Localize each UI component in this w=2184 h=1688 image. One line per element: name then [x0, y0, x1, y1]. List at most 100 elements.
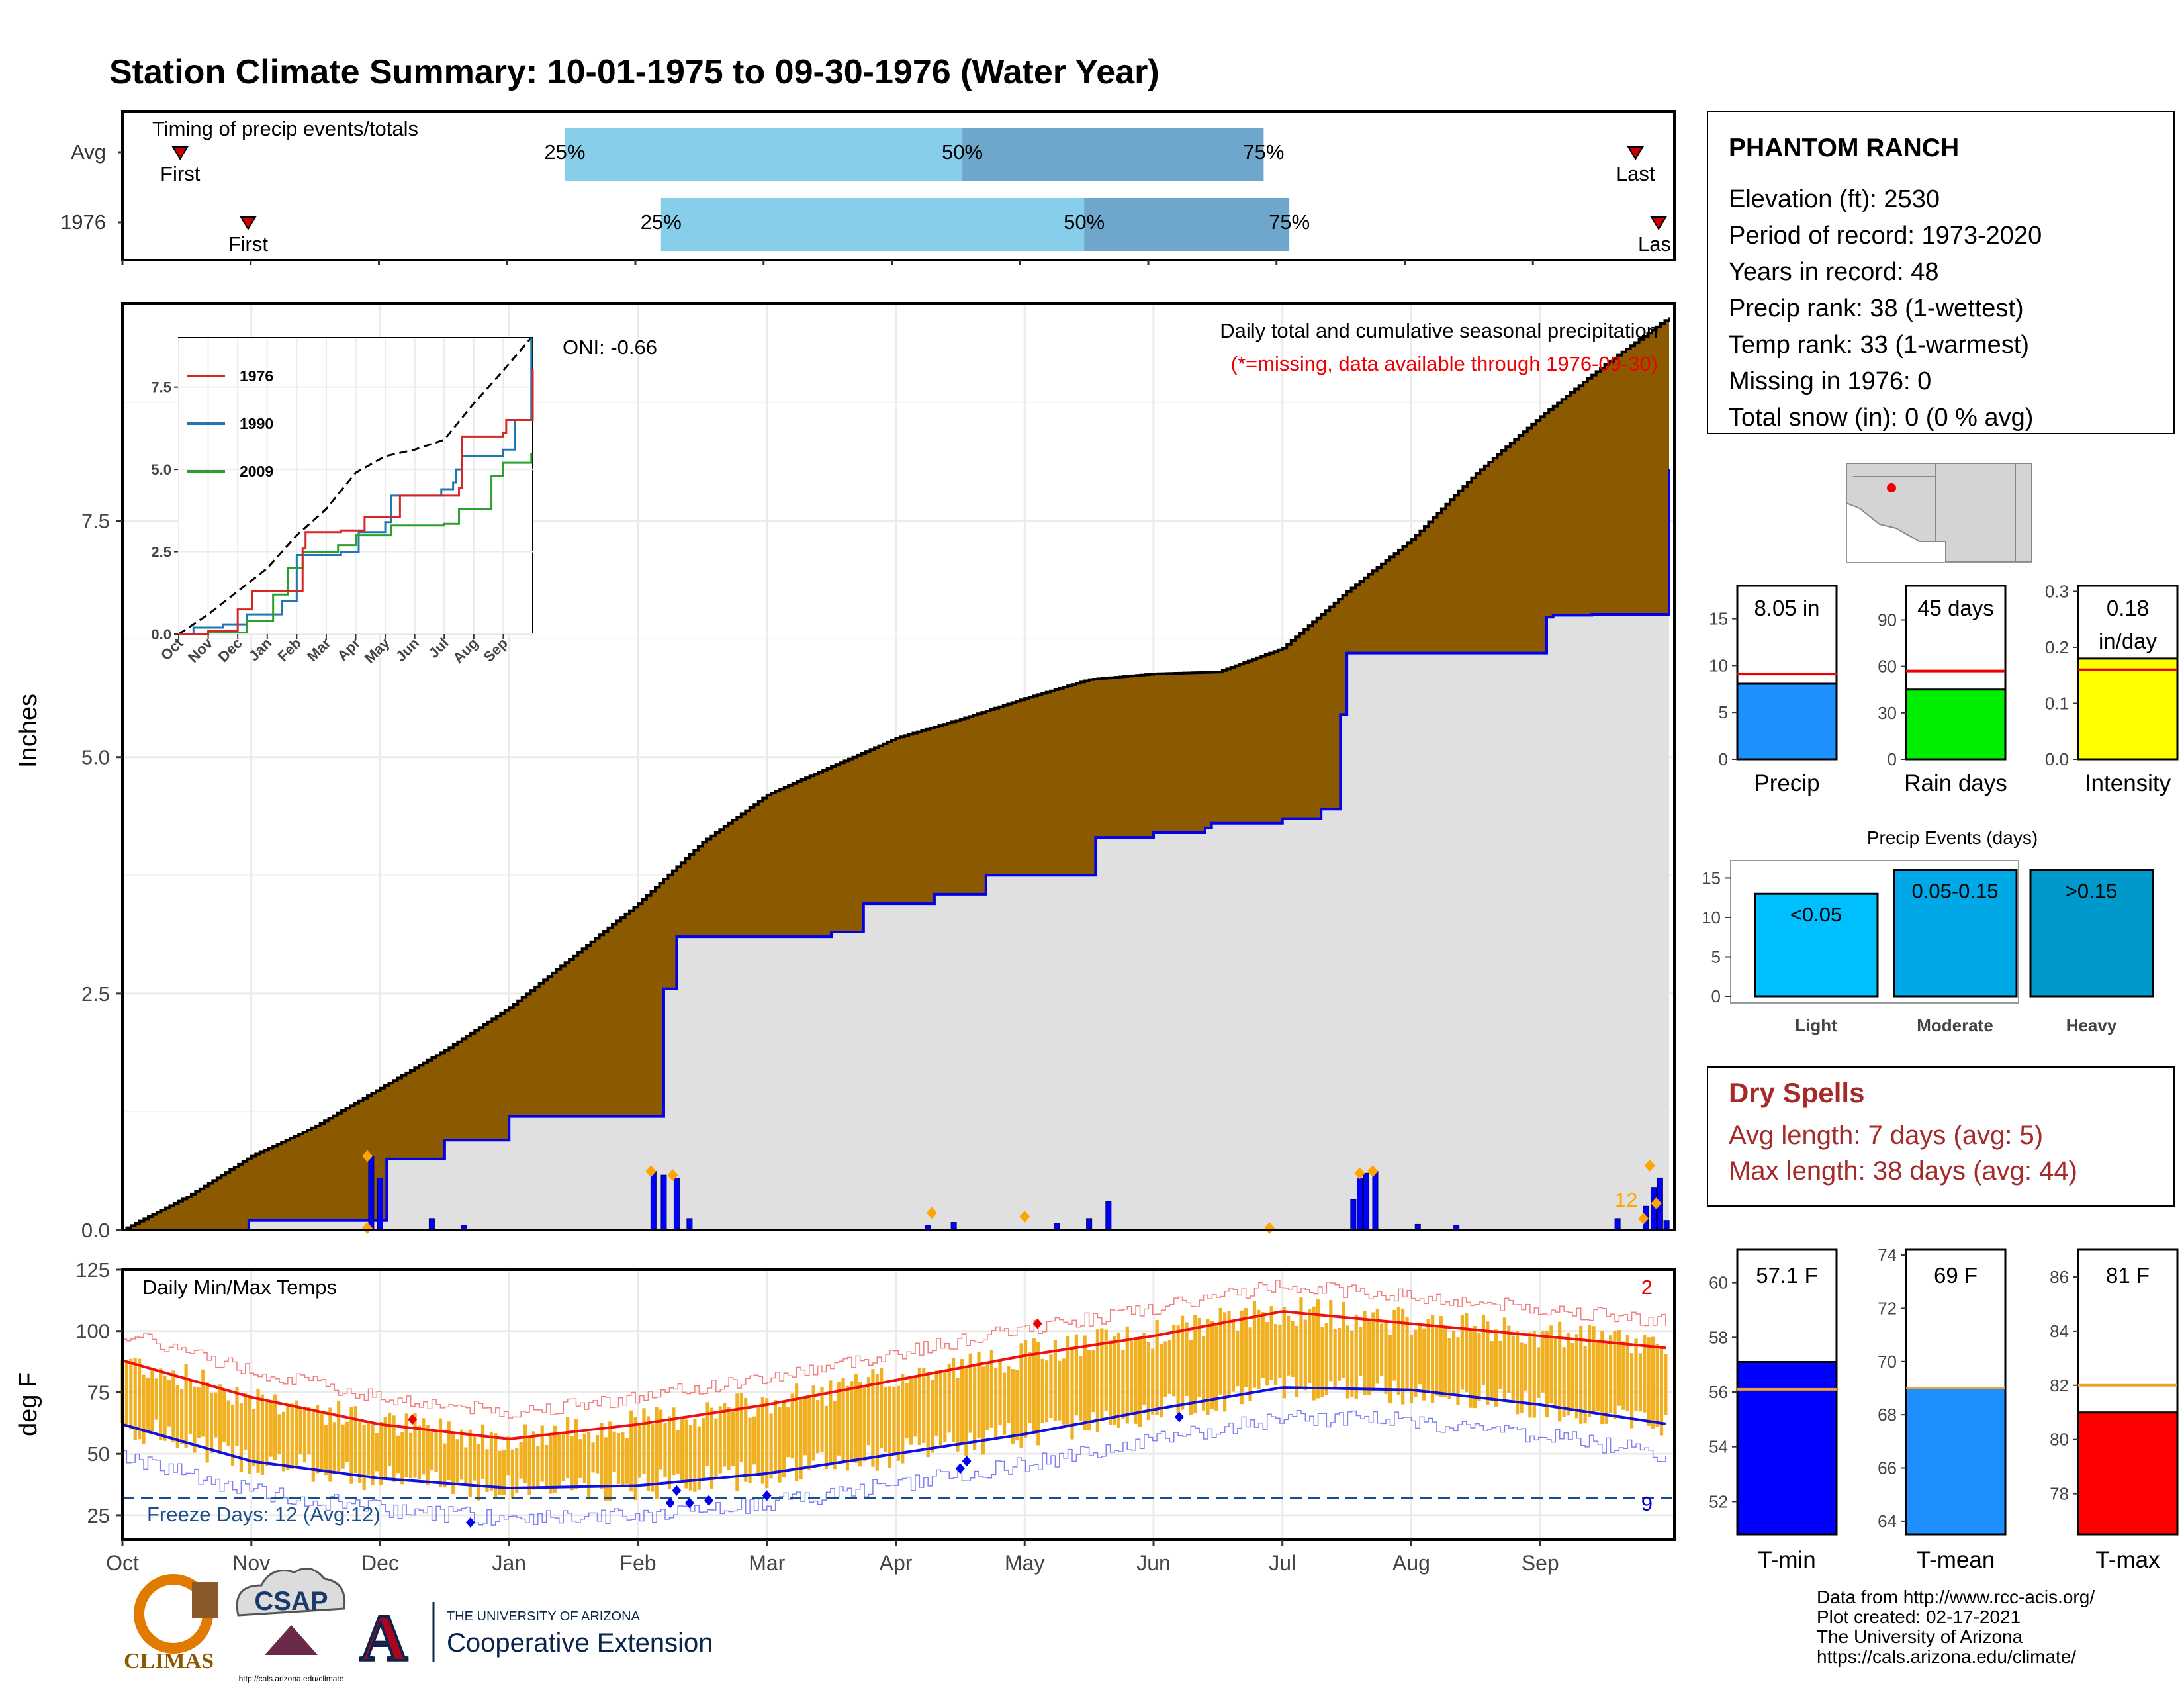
daily-temp-bar-159 — [794, 1383, 799, 1481]
temp-ytick-label-2: 75 — [87, 1381, 110, 1404]
daily-temp-bar-323 — [1490, 1341, 1494, 1401]
daily-temp-bar-74 — [434, 1430, 438, 1472]
month-label-4: Feb — [619, 1551, 656, 1575]
daily-temp-bar-37 — [277, 1414, 281, 1454]
daily-temp-bar-166 — [824, 1405, 829, 1470]
daily-temp-bar-48 — [324, 1425, 328, 1476]
daily-temp-bar-35 — [269, 1401, 273, 1457]
daily-temp-bar-42 — [298, 1407, 302, 1454]
record-low-marker-6 — [962, 1456, 972, 1467]
mini-bar-2 — [2077, 657, 2179, 761]
events-bar-2 — [2029, 869, 2154, 998]
daily-temp-bar-176 — [866, 1377, 871, 1446]
station-line-4: Temp rank: 33 (1-warmest) — [1729, 331, 2029, 359]
daily-temp-bar-279 — [1303, 1319, 1307, 1391]
daily-temp-bar-73 — [430, 1432, 434, 1470]
temp-ytick-label-4: 125 — [75, 1258, 110, 1282]
daily-temp-bar-286 — [1333, 1329, 1337, 1389]
daily-temp-bar-335 — [1541, 1331, 1545, 1393]
daily-temp-bar-147 — [744, 1397, 748, 1482]
daily-temp-bar-54 — [349, 1407, 353, 1484]
mini-tick-label-1-3: 90 — [1878, 610, 1897, 630]
daily-temp-bar-315 — [1456, 1337, 1460, 1405]
daily-temp-bar-153 — [769, 1413, 773, 1479]
daily-temp-bar-233 — [1109, 1340, 1113, 1425]
daily-temp-bar-61 — [379, 1421, 383, 1485]
timing-title: Timing of precip events/totals — [152, 117, 418, 140]
events-tick-label-3: 15 — [1702, 868, 1721, 888]
daily-temp-bar-278 — [1299, 1297, 1303, 1387]
daily-temp-bar-193 — [938, 1372, 943, 1446]
daily-temp-bar-4 — [138, 1358, 142, 1440]
temp-y-axis: 25 50 75 100 125 — [75, 1258, 122, 1527]
tbar-tick-label-2-2: 82 — [2050, 1376, 2069, 1395]
daily-temp-bar-1 — [124, 1362, 129, 1426]
daily-temp-bar-229 — [1091, 1350, 1095, 1413]
precip-marker-diamond-10 — [1651, 1197, 1662, 1209]
daily-temp-bar-6 — [146, 1377, 150, 1434]
daily-temp-bar-145 — [735, 1393, 739, 1491]
daily-temp-bar-274 — [1282, 1307, 1286, 1399]
daily-temp-bar-257 — [1210, 1321, 1214, 1409]
daily-temp-bar-123 — [642, 1408, 646, 1474]
daily-temp-bar-186 — [909, 1376, 913, 1445]
daily-temp-bar-137 — [702, 1418, 705, 1479]
daily-temp-bar-43 — [302, 1407, 307, 1463]
timing-q75-1: 75% — [1269, 211, 1310, 234]
daily-temp-bar-364 — [1664, 1354, 1668, 1415]
daily-temp-bar-148 — [748, 1417, 752, 1484]
record-high-marker-0 — [408, 1414, 418, 1425]
daily-temp-bar-151 — [760, 1397, 764, 1484]
events-category-0: Light — [1795, 1015, 1837, 1035]
daily-temp-bar-189 — [922, 1368, 926, 1443]
daily-temp-bar-358 — [1638, 1353, 1643, 1412]
daily-temp-bar-113 — [600, 1423, 604, 1490]
daily-temp-bar-269 — [1261, 1312, 1265, 1378]
daily-temp-bar-249 — [1176, 1325, 1180, 1414]
daily-temp-bar-11 — [167, 1380, 171, 1427]
daily-temp-bar-179 — [880, 1368, 884, 1449]
climas-logo: CLIMAS — [124, 1574, 218, 1673]
daily-temp-bar-76 — [443, 1443, 447, 1488]
inset-ytick-label-3: 7.5 — [151, 379, 171, 396]
daily-temp-bar-3 — [133, 1358, 137, 1441]
daily-temp-bar-124 — [646, 1416, 650, 1491]
daily-temp-bar-326 — [1502, 1317, 1507, 1403]
mini-tick-label-0-0: 0 — [1719, 749, 1728, 769]
credit-line-1: Plot created: 02-17-2021 — [1817, 1607, 2021, 1627]
daily-temp-bar-75 — [438, 1418, 443, 1488]
daily-temp-bar-99 — [540, 1425, 544, 1482]
month-label-3: Jan — [492, 1551, 526, 1575]
precip-marker-diamond-5 — [1019, 1211, 1030, 1223]
daily-temp-bar-309 — [1430, 1315, 1435, 1403]
daily-temp-bar-175 — [862, 1385, 866, 1462]
avg-tmin-line — [122, 1386, 1666, 1490]
daily-temp-bar-119 — [625, 1438, 629, 1484]
climas-logo-text: CLIMAS — [124, 1649, 214, 1673]
tbar-value-2: 81 F — [2106, 1263, 2150, 1288]
daily-temp-bar-38 — [281, 1411, 286, 1472]
ua-line1: THE UNIVERSITY OF ARIZONA — [447, 1609, 641, 1624]
daily-temp-bar-161 — [803, 1397, 807, 1456]
daily-temp-bar-167 — [829, 1380, 833, 1462]
daily-temp-bar-71 — [422, 1418, 426, 1475]
daily-temp-bar-95 — [523, 1424, 527, 1483]
daily-temp-bar-138 — [705, 1402, 709, 1466]
daily-temp-bar-333 — [1532, 1331, 1536, 1418]
daily-temp-bar-284 — [1324, 1323, 1328, 1395]
daily-temp-bar-288 — [1342, 1301, 1345, 1379]
precip-frame — [121, 302, 1676, 1231]
station-line-1: Period of record: 1973-2020 — [1729, 222, 2042, 250]
temp-y-label: deg F — [15, 1372, 42, 1436]
mini-tick-label-2-0: 0.0 — [2045, 749, 2069, 769]
station-line-0: Elevation (ft): 2530 — [1729, 185, 1940, 213]
daily-temp-bar-339 — [1558, 1321, 1562, 1422]
daily-temp-bar-247 — [1167, 1340, 1171, 1394]
mini-tick-label-1-2: 60 — [1878, 657, 1897, 677]
daily-temp-bar-63 — [387, 1412, 392, 1466]
daily-temp-bar-327 — [1507, 1325, 1511, 1393]
daily-temp-bar-97 — [531, 1431, 536, 1490]
station-lines: Elevation (ft): 2530 Period of record: 19… — [1729, 185, 2042, 432]
daily-temp-bar-300 — [1392, 1309, 1396, 1381]
daily-temp-bar-22 — [214, 1392, 218, 1438]
